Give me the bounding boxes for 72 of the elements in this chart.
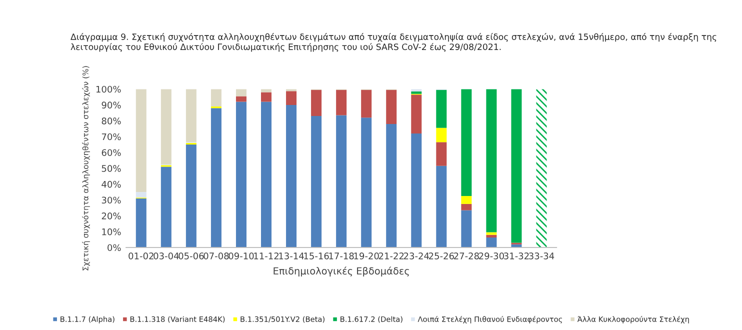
bar [361, 90, 372, 118]
y-tick-label: 70% [102, 133, 121, 140]
x-tick-label: 21-22 [378, 252, 404, 260]
bar [386, 124, 397, 248]
x-tick-label: 05-06 [178, 252, 204, 260]
bar [336, 90, 347, 116]
y-tick-label: 80% [102, 118, 121, 124]
x-tick-label: 07-08 [204, 252, 229, 260]
x-tick-label: 19-20 [354, 252, 379, 260]
bar [461, 89, 472, 196]
x-tick-label: 31-32 [504, 252, 529, 260]
bar [261, 92, 272, 102]
x-tick-label: 33-34 [529, 252, 554, 260]
x-tick-label: 29-30 [478, 252, 504, 260]
bar [311, 116, 322, 248]
x-tick-label: 09-10 [228, 252, 254, 260]
bar [336, 115, 347, 248]
bar [136, 89, 146, 192]
y-tick-label: 20% [102, 212, 121, 220]
bar [411, 94, 422, 134]
bar [136, 192, 146, 198]
bar [286, 91, 297, 105]
bar [436, 166, 447, 248]
x-tick-label: 23-24 [404, 252, 429, 260]
x-tick-label: 15-16 [304, 252, 329, 260]
x-tick-label: 13-14 [279, 252, 304, 260]
chart-title: Διάγραμμα 9. Σχετική συχνότητα αλληλουχηθέντων δειγμάτων από τυχαία δειγματοληψία ανά είδος στελεχών, ανά 15νθήμερο, από την έναρξη της λειτουργίας του Εθνικού Δικτύου Γονιδιωματικής Επιτήρησης του ιού SARS CoV-2 έως 29/08/2021. [70, 33, 716, 52]
bar [361, 118, 372, 248]
x-tick-label: 03-04 [154, 252, 179, 260]
bar [411, 91, 422, 94]
bar [210, 108, 222, 248]
bar [186, 144, 196, 248]
y-tick-label: 100% [96, 86, 121, 93]
bar [461, 204, 472, 210]
bar [261, 89, 272, 92]
bar [436, 90, 447, 128]
bar [436, 128, 447, 142]
x-tick-label: 01-02 [128, 252, 154, 260]
bar [286, 104, 297, 248]
y-tick-label: 60% [102, 149, 121, 156]
bar [160, 166, 172, 248]
y-tick-label: 0% [108, 244, 121, 252]
bar [486, 234, 497, 238]
x-tick-label: 11-12 [254, 252, 278, 260]
bar [486, 238, 497, 248]
bar [486, 89, 497, 232]
bar [160, 89, 172, 164]
bar [136, 198, 146, 248]
bar [186, 89, 196, 142]
bar [236, 102, 246, 248]
x-tick-label: 25-26 [428, 252, 454, 260]
y-tick-label: 40% [102, 180, 121, 188]
bar [236, 89, 246, 96]
bar [386, 90, 397, 124]
y-tick-label: 50% [102, 165, 121, 172]
y-tick-label: 90% [102, 102, 121, 108]
bar [486, 232, 497, 235]
x-tick-label: 17-18 [329, 252, 354, 260]
bar [411, 133, 422, 248]
bar [436, 142, 447, 166]
bar [536, 89, 547, 248]
bar [461, 210, 472, 248]
bar [311, 90, 322, 116]
bar [236, 96, 246, 102]
x-axis-title: Επιδημιολογικές Εβδομάδες [274, 266, 409, 276]
y-tick-label: 10% [102, 228, 121, 236]
bar [461, 196, 472, 204]
bar [210, 89, 222, 107]
y-tick-label: 30% [102, 196, 121, 204]
bar [261, 102, 272, 248]
bar [511, 89, 522, 243]
x-tick-label: 27-28 [454, 252, 479, 260]
